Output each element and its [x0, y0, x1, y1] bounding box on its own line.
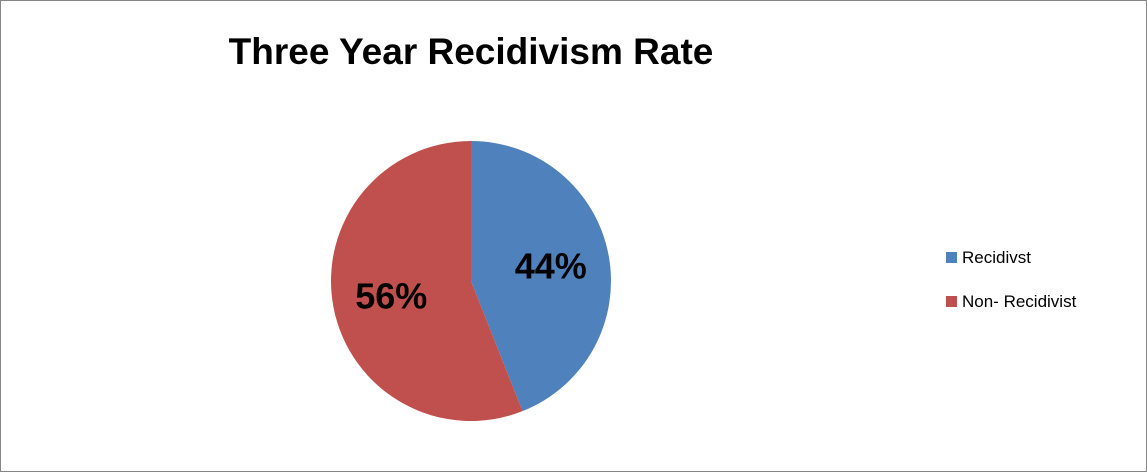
- data-label-non-recidivist: 56%: [355, 276, 427, 317]
- data-label-recidivst: 44%: [515, 245, 587, 286]
- chart-title: Three Year Recidivism Rate: [228, 31, 714, 72]
- pie-slice-recidivst: [471, 141, 611, 412]
- legend-item-recidivist: Recidivst: [946, 247, 1076, 268]
- legend-swatch-non-recidivist: [946, 296, 957, 307]
- pie-slice-non-recidivist: [330, 141, 523, 422]
- legend-label-recidivist: Recidivst: [962, 247, 1031, 267]
- legend-label-non-recidivist: Non- Recidivist: [962, 291, 1077, 311]
- legend: Recidivst Non- Recidivist: [946, 247, 1076, 335]
- legend-swatch-recidivist: [946, 252, 957, 263]
- legend-item-non-recidivist: Non- Recidivist: [946, 291, 1076, 312]
